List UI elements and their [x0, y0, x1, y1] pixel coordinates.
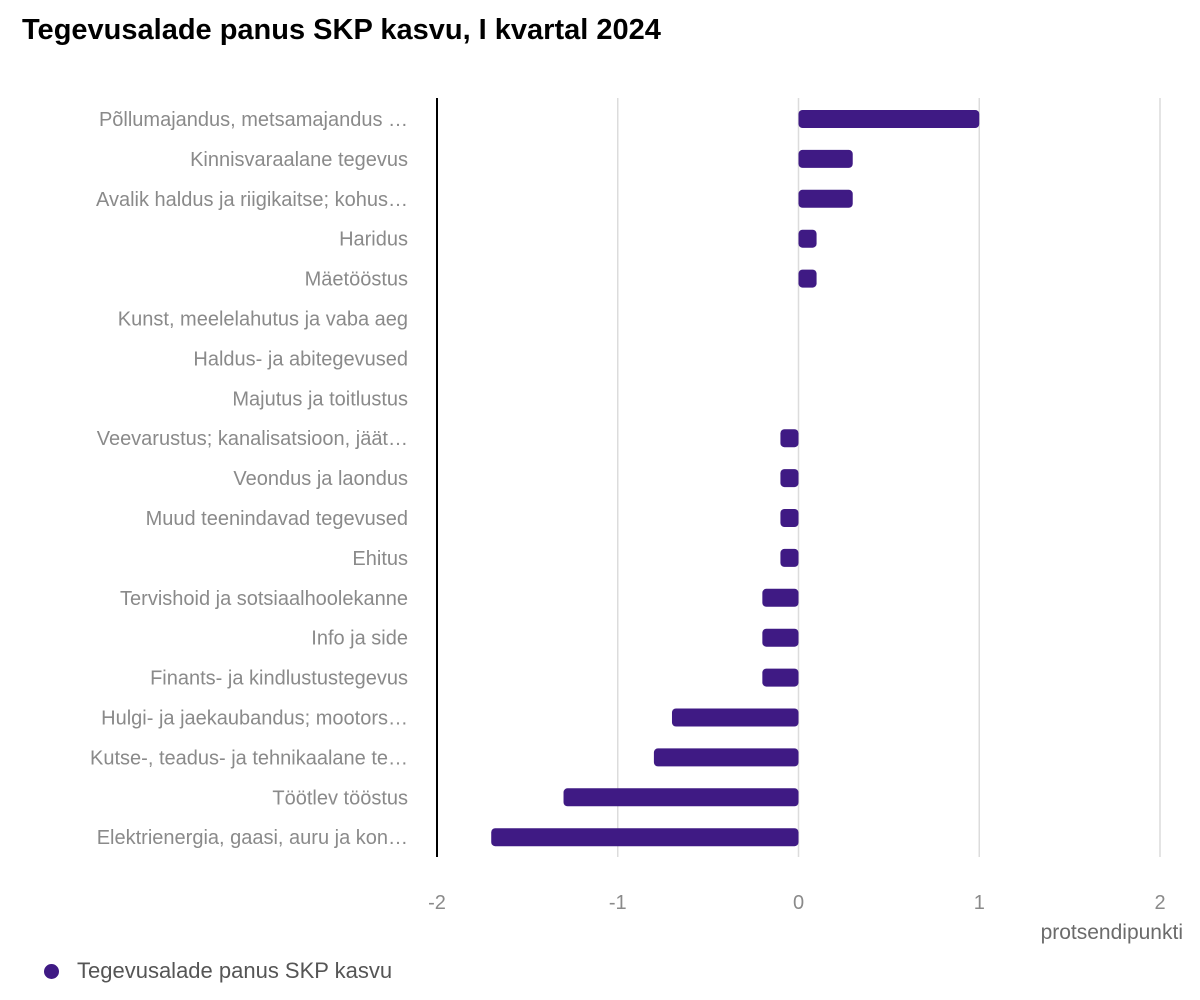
- x-tick-label: 2: [1154, 892, 1165, 914]
- category-label: Tervishoid ja sotsiaalhoolekanne: [120, 588, 408, 610]
- legend-label: Tegevusalade panus SKP kasvu: [77, 958, 393, 983]
- category-label: Mäetööstus: [305, 269, 408, 291]
- category-label: Hulgi- ja jaekaubandus; mootors…: [101, 708, 408, 730]
- category-label: Majutus ja toitlustus: [232, 388, 408, 410]
- legend[interactable]: Tegevusalade panus SKP kasvu: [44, 958, 392, 984]
- bar[interactable]: [780, 429, 799, 448]
- x-tick-labels: -2 -1 0 1 2: [428, 892, 1165, 914]
- category-label: Kutse-, teadus- ja tehnikaalane te…: [90, 747, 408, 769]
- category-labels: Põllumajandus, metsamajandus … Kinnisvara…: [90, 109, 408, 849]
- bar[interactable]: [780, 548, 799, 567]
- bar[interactable]: [798, 229, 817, 248]
- x-tick-label: -1: [609, 892, 627, 914]
- bars: [491, 110, 980, 847]
- bar[interactable]: [762, 668, 799, 687]
- category-label: Kinnisvaraalane tegevus: [190, 149, 408, 171]
- bar[interactable]: [798, 110, 980, 128]
- bar[interactable]: [780, 469, 799, 488]
- x-tick-label: 0: [793, 892, 804, 914]
- category-label: Finants- ja kindlustustegevus: [150, 668, 408, 690]
- category-label: Info ja side: [311, 628, 408, 650]
- bar[interactable]: [798, 269, 817, 288]
- bar[interactable]: [798, 149, 853, 168]
- bar[interactable]: [762, 588, 799, 607]
- category-label: Ehitus: [352, 548, 408, 570]
- chart-title: Tegevusalade panus SKP kasvu, I kvartal …: [22, 14, 661, 46]
- bar-chart: Põllumajandus, metsamajandus … Kinnisvara…: [90, 98, 1183, 944]
- bar[interactable]: [653, 748, 799, 767]
- bar[interactable]: [798, 189, 853, 208]
- category-label: Veondus ja laondus: [233, 468, 408, 490]
- bar[interactable]: [762, 628, 799, 647]
- bar[interactable]: [563, 788, 799, 807]
- category-label: Haldus- ja abitegevused: [193, 348, 408, 370]
- x-tick-label: -2: [428, 892, 446, 914]
- category-label: Muud teenindavad tegevused: [146, 508, 408, 530]
- bar[interactable]: [780, 509, 799, 527]
- category-label: Elektrienergia, gaasi, auru ja kon…: [97, 827, 408, 849]
- bar[interactable]: [671, 708, 799, 727]
- bar[interactable]: [491, 828, 799, 847]
- category-label: Kunst, meelelahutus ja vaba aeg: [118, 309, 408, 331]
- category-label: Veevarustus; kanalisatsioon, jäät…: [97, 428, 408, 450]
- category-label: Põllumajandus, metsamajandus …: [99, 109, 408, 131]
- category-label: Töötlev tööstus: [272, 787, 408, 809]
- category-label: Haridus: [339, 229, 408, 251]
- x-tick-label: 1: [974, 892, 985, 914]
- legend-marker-icon: [44, 963, 59, 979]
- category-label: Avalik haldus ja riigikaitse; kohus…: [96, 189, 408, 211]
- x-axis-title: protsendipunkti: [1041, 921, 1183, 944]
